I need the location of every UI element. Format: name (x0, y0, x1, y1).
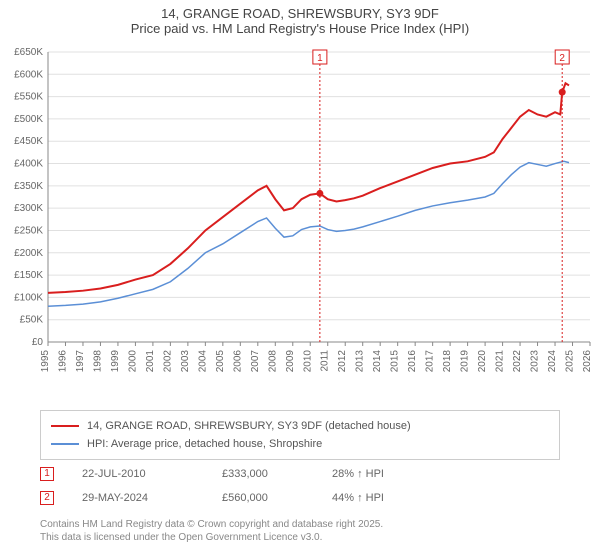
svg-text:2006: 2006 (232, 350, 243, 373)
title-address: 14, GRANGE ROAD, SHREWSBURY, SY3 9DF (0, 6, 600, 21)
svg-text:2010: 2010 (302, 350, 313, 373)
svg-text:£400K: £400K (14, 159, 43, 170)
legend-item: 14, GRANGE ROAD, SHREWSBURY, SY3 9DF (de… (51, 417, 549, 435)
svg-text:2007: 2007 (250, 350, 261, 373)
event-price: £333,000 (222, 468, 332, 480)
svg-text:£200K: £200K (14, 248, 43, 259)
event-row: 2 29-MAY-2024 £560,000 44% ↑ HPI (40, 486, 560, 510)
chart-area: £0 £50K £100K £150K £200K £250K £300K £350K £400… (0, 42, 600, 402)
svg-text:2023: 2023 (530, 350, 541, 373)
svg-text:£350K: £350K (14, 181, 43, 192)
svg-text:£650K: £650K (14, 47, 43, 58)
event-row: 1 22-JUL-2010 £333,000 28% ↑ HPI (40, 462, 560, 486)
svg-text:2011: 2011 (320, 350, 331, 372)
legend-label: 14, GRANGE ROAD, SHREWSBURY, SY3 9DF (de… (87, 420, 411, 432)
svg-text:£300K: £300K (14, 203, 43, 214)
event-date: 22-JUL-2010 (82, 468, 222, 480)
legend-item: HPI: Average price, detached house, Shro… (51, 435, 549, 453)
event-date: 29-MAY-2024 (82, 492, 222, 504)
legend-swatch (51, 425, 79, 427)
svg-text:2021: 2021 (495, 350, 506, 373)
svg-text:2020: 2020 (477, 350, 488, 373)
svg-text:2024: 2024 (547, 350, 558, 373)
svg-text:1996: 1996 (57, 350, 68, 373)
footer-line: This data is licensed under the Open Gov… (40, 531, 560, 544)
svg-text:2026: 2026 (582, 350, 593, 373)
svg-text:£0: £0 (32, 337, 44, 348)
legend-swatch (51, 443, 79, 445)
svg-text:1998: 1998 (92, 350, 103, 373)
title-block: 14, GRANGE ROAD, SHREWSBURY, SY3 9DF Pri… (0, 0, 600, 36)
events-table: 1 22-JUL-2010 £333,000 28% ↑ HPI 2 29-MA… (40, 462, 560, 510)
svg-text:2018: 2018 (442, 350, 453, 373)
svg-text:1997: 1997 (75, 350, 86, 373)
event-price: £560,000 (222, 492, 332, 504)
svg-text:1999: 1999 (110, 350, 121, 373)
svg-text:2017: 2017 (425, 350, 436, 373)
svg-text:£150K: £150K (14, 270, 43, 281)
svg-text:2003: 2003 (180, 350, 191, 373)
svg-text:2012: 2012 (337, 350, 348, 373)
svg-text:£50K: £50K (20, 315, 44, 326)
title-subtitle: Price paid vs. HM Land Registry's House … (0, 21, 600, 36)
svg-text:2005: 2005 (215, 350, 226, 373)
svg-text:2015: 2015 (390, 350, 401, 373)
legend: 14, GRANGE ROAD, SHREWSBURY, SY3 9DF (de… (40, 410, 560, 460)
svg-text:2013: 2013 (355, 350, 366, 373)
svg-text:2019: 2019 (460, 350, 471, 373)
svg-text:2014: 2014 (372, 350, 383, 373)
svg-text:£550K: £550K (14, 92, 43, 103)
svg-text:2: 2 (559, 53, 565, 64)
chart-container: 14, GRANGE ROAD, SHREWSBURY, SY3 9DF Pri… (0, 0, 600, 560)
svg-text:£450K: £450K (14, 136, 43, 147)
svg-text:£100K: £100K (14, 292, 43, 303)
footer-line: Contains HM Land Registry data © Crown c… (40, 518, 560, 531)
svg-text:£500K: £500K (14, 114, 43, 125)
chart-svg: £0 £50K £100K £150K £200K £250K £300K £350K £400… (0, 42, 600, 402)
legend-label: HPI: Average price, detached house, Shro… (87, 438, 322, 450)
event-marker-icon: 1 (40, 467, 54, 481)
svg-text:2009: 2009 (285, 350, 296, 373)
svg-text:£600K: £600K (14, 69, 43, 80)
svg-text:2001: 2001 (145, 350, 156, 373)
event-marker-icon: 2 (40, 491, 54, 505)
svg-text:2025: 2025 (565, 350, 576, 373)
svg-text:1995: 1995 (40, 350, 51, 373)
svg-text:2002: 2002 (162, 350, 173, 373)
svg-text:1: 1 (317, 53, 323, 64)
svg-text:2016: 2016 (407, 350, 418, 373)
footer: Contains HM Land Registry data © Crown c… (40, 518, 560, 544)
svg-text:2022: 2022 (512, 350, 523, 373)
event-delta: 28% ↑ HPI (332, 468, 384, 480)
event-delta: 44% ↑ HPI (332, 492, 384, 504)
svg-text:2000: 2000 (127, 350, 138, 373)
svg-text:2004: 2004 (197, 350, 208, 373)
svg-text:2008: 2008 (267, 350, 278, 373)
svg-text:£250K: £250K (14, 225, 43, 236)
